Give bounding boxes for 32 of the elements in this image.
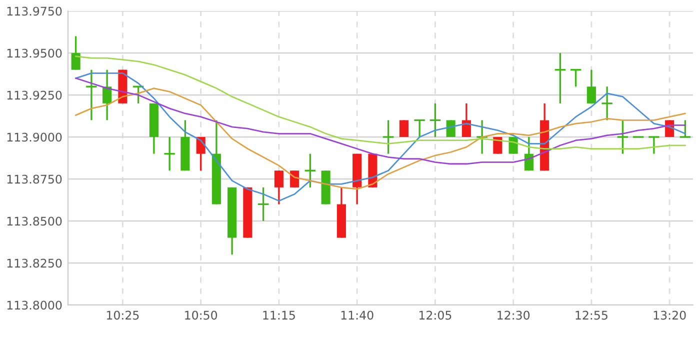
candlestick bbox=[290, 170, 300, 188]
y-tick-label: 113.9000 bbox=[7, 132, 62, 142]
candlestick bbox=[586, 68, 596, 104]
candlestick bbox=[399, 119, 408, 138]
y-tick-label: 113.8750 bbox=[7, 174, 62, 184]
candlestick bbox=[462, 102, 471, 138]
candlestick bbox=[648, 136, 660, 155]
x-tick-label: 12:30 bbox=[498, 310, 530, 320]
x-tick-label: 10:25 bbox=[106, 310, 139, 320]
x-tick-label: 10:50 bbox=[185, 310, 218, 320]
y-tick-label: 113.8500 bbox=[7, 216, 62, 226]
x-tick-label: 11:15 bbox=[263, 310, 295, 320]
line-series bbox=[75, 72, 686, 202]
y-tick-label: 113.8000 bbox=[7, 300, 62, 310]
candlestick bbox=[71, 35, 80, 71]
candlestick bbox=[414, 119, 425, 138]
candlestick bbox=[274, 170, 284, 206]
y-tick-label: 113.9250 bbox=[7, 90, 62, 100]
candlestick bbox=[602, 86, 612, 122]
line-series bbox=[75, 88, 686, 190]
y-tick-label: 113.8250 bbox=[7, 258, 62, 268]
x-tick-label: 13:20 bbox=[654, 310, 686, 320]
candlestick bbox=[493, 136, 502, 155]
candlestick bbox=[476, 119, 488, 155]
x-tick-label: 12:05 bbox=[419, 310, 452, 320]
y-tick-label: 113.9750 bbox=[7, 6, 62, 16]
y-tick-label: 113.9500 bbox=[7, 48, 62, 58]
candlestick bbox=[164, 136, 175, 172]
x-tick-label: 12:55 bbox=[576, 310, 608, 320]
candlestick bbox=[102, 68, 112, 122]
x-tick-label: 11:40 bbox=[341, 310, 374, 320]
candlestick bbox=[86, 68, 97, 122]
